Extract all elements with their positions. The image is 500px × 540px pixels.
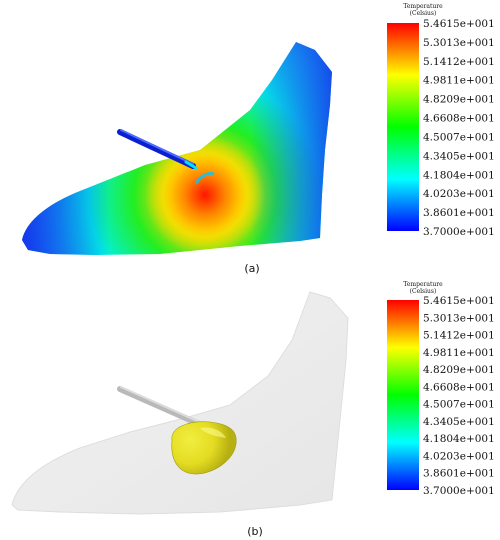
colorbar-a [387, 23, 419, 231]
colorbar-tick-label-a: 4.3405e+001 [423, 150, 495, 162]
colorbar-tick-label-b: 4.9811e+001 [423, 347, 495, 359]
temperature-field-a [22, 42, 332, 255]
colorbar-tick-label-b: 3.7000e+001 [423, 485, 495, 497]
colorbar-ticks-b: 5.4615e+001 5.3013e+001 5.1412e+001 4.9811e… [423, 295, 495, 497]
tissue-body-b [11, 291, 349, 515]
isosurface-highlight-b [200, 427, 226, 438]
colorbar-tick-label-a: 3.8601e+001 [423, 207, 495, 219]
probe-needle-a [117, 129, 198, 170]
colorbar-tick-label-a: 4.8209e+001 [423, 94, 495, 106]
colorbar-tick-label-a: 3.7000e+001 [423, 226, 495, 238]
colorbar-b [387, 300, 419, 490]
colorbar-tick-label-b: 5.3013e+001 [423, 312, 495, 324]
colorbar-tick-label-a: 5.4615e+001 [423, 18, 495, 30]
colorbar-tick-label-a: 4.1804e+001 [423, 169, 495, 181]
panel-b: Temperature (Celsius) 5.4615e+001 5.3013e… [11, 281, 495, 538]
legend-title-a: Temperature [403, 3, 443, 10]
colorbar-tick-label-b: 5.4615e+001 [423, 295, 495, 307]
colorbar-tick-label-a: 4.9811e+001 [423, 75, 495, 87]
legend-unit-a: (Celsius) [410, 10, 437, 17]
colorbar-tick-label-b: 3.8601e+001 [423, 468, 495, 480]
caption-a: (a) [244, 262, 259, 275]
colorbar-tick-label-b: 4.3405e+001 [423, 416, 495, 428]
colorbar-tick-label-b: 4.1804e+001 [423, 433, 495, 445]
colorbar-ticks-a: 5.4615e+001 5.3013e+001 5.1412e+001 4.9811e… [423, 18, 495, 238]
colorbar-tick-label-b: 5.1412e+001 [423, 330, 495, 342]
colorbar-tick-label-b: 4.0203e+001 [423, 450, 495, 462]
legend-unit-b: (Celsius) [410, 288, 437, 295]
colorbar-tick-label-a: 5.1412e+001 [423, 56, 495, 68]
colorbar-tick-label-b: 4.5007e+001 [423, 399, 495, 411]
panel-a: Temperature (Celsius) 5.4615e+001 5.3013e… [22, 3, 495, 275]
colorbar-tick-label-a: 5.3013e+001 [423, 37, 495, 49]
colorbar-tick-label-b: 4.6608e+001 [423, 381, 495, 393]
colorbar-tick-label-b: 4.8209e+001 [423, 364, 495, 376]
caption-b: (b) [247, 525, 263, 538]
colorbar-tick-label-a: 4.5007e+001 [423, 131, 495, 143]
probe-needle-b [117, 386, 209, 430]
colorbar-tick-label-a: 4.6608e+001 [423, 113, 495, 125]
legend-title-b: Temperature [403, 281, 443, 288]
colorbar-tick-label-a: 4.0203e+001 [423, 188, 495, 200]
